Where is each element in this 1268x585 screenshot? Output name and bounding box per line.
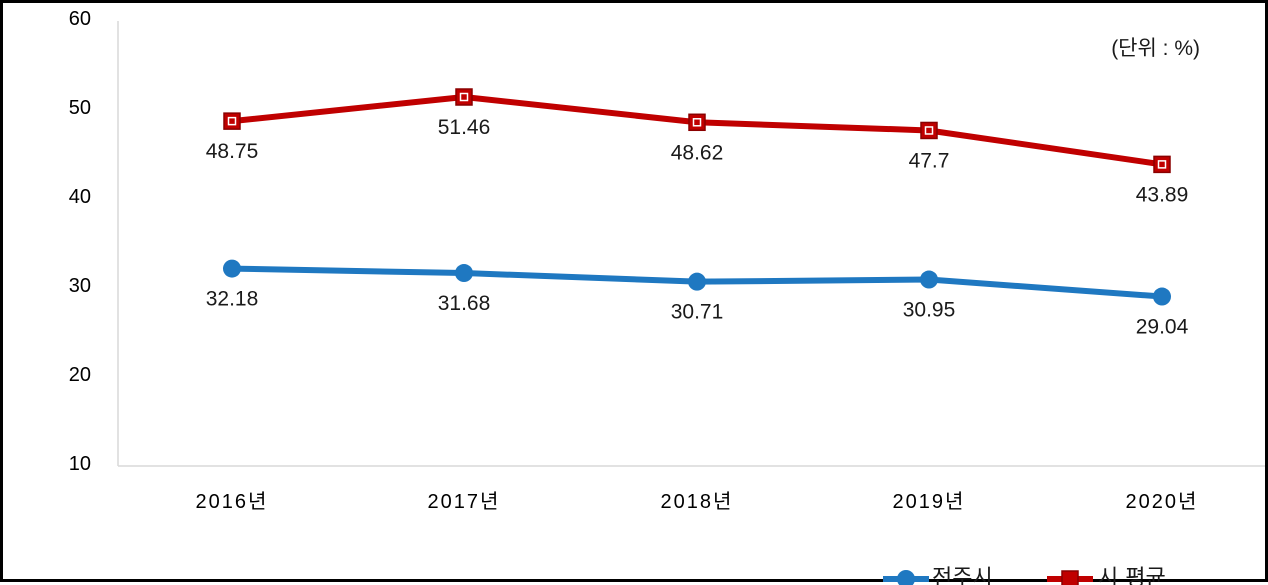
legend-marker bbox=[1061, 570, 1079, 585]
y-tick-label: 40 bbox=[69, 186, 91, 208]
data-label: 31.68 bbox=[438, 292, 491, 315]
data-labels: 32.18 31.68 30.71 30.95 29.04 48.75 51.46 48.62… bbox=[206, 116, 1189, 339]
series-group bbox=[223, 88, 1171, 306]
data-point-inner bbox=[1157, 160, 1167, 169]
x-tick-label: 2017년 bbox=[428, 490, 501, 513]
data-label: 47.7 bbox=[909, 149, 950, 172]
y-tick-label: 20 bbox=[69, 364, 91, 386]
legend-label: 시 평균 bbox=[1098, 566, 1166, 585]
x-tick-label: 2019년 bbox=[893, 490, 966, 513]
data-label: 32.18 bbox=[206, 288, 259, 311]
data-point bbox=[1153, 155, 1171, 174]
data-label: 30.95 bbox=[903, 299, 956, 322]
data-point bbox=[920, 270, 938, 289]
line-chart: 10 20 30 40 50 60 2016년 2017년 2018년 2019년 2020년 (… bbox=[69, 8, 1265, 585]
data-point bbox=[1153, 287, 1171, 306]
data-point bbox=[688, 113, 706, 132]
data-label: 51.46 bbox=[438, 116, 491, 139]
data-label: 43.89 bbox=[1136, 183, 1189, 206]
data-label: 29.04 bbox=[1136, 316, 1189, 339]
x-tick-label: 2018년 bbox=[661, 490, 734, 513]
legend-label: 전주시 bbox=[932, 566, 993, 585]
x-axis-ticks: 2016년 2017년 2018년 2019년 2020년 bbox=[196, 490, 1199, 513]
data-point bbox=[223, 112, 241, 130]
data-point bbox=[920, 121, 938, 140]
data-point-inner bbox=[692, 118, 702, 127]
y-tick-label: 60 bbox=[69, 8, 91, 30]
axes bbox=[117, 21, 1265, 467]
data-point-inner bbox=[459, 92, 469, 102]
x-tick-label: 2016년 bbox=[196, 490, 269, 513]
data-point bbox=[688, 272, 706, 291]
data-point bbox=[455, 88, 473, 106]
data-label: 30.71 bbox=[671, 301, 724, 324]
unit-note: (단위 : %) bbox=[1111, 37, 1200, 60]
y-tick-label: 10 bbox=[69, 453, 91, 475]
y-axis-ticks: 10 20 30 40 50 60 bbox=[69, 8, 91, 475]
legend: 전주시 시 평균 bbox=[883, 566, 1166, 585]
data-point-inner bbox=[227, 116, 237, 126]
data-point-inner bbox=[924, 126, 934, 135]
x-tick-label: 2020년 bbox=[1126, 490, 1199, 513]
legend-marker bbox=[897, 570, 915, 585]
y-tick-label: 30 bbox=[69, 275, 91, 297]
data-point bbox=[455, 264, 473, 283]
data-label: 48.62 bbox=[671, 141, 724, 164]
y-tick-label: 50 bbox=[69, 97, 91, 119]
data-label: 48.75 bbox=[206, 140, 259, 163]
data-point bbox=[223, 259, 241, 278]
